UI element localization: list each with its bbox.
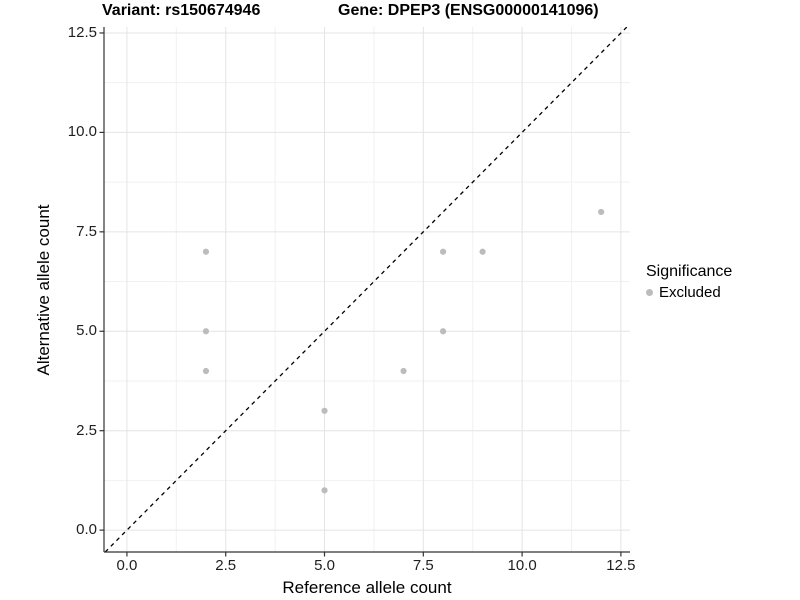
data-point [479,248,486,255]
data-point [400,367,407,375]
legend-entry-label: Excluded [659,284,721,301]
y-tick-label: 5.0 [76,322,97,340]
data-point [321,487,328,494]
data-point [598,208,605,216]
plot-title-variant: Variant: rs150674946 [102,2,261,19]
x-axis-title: Reference allele count [282,578,452,597]
data-point [202,367,210,375]
y-tick-label: 7.5 [76,222,97,240]
data-point [321,407,328,414]
legend: Significance Excluded [646,263,732,301]
x-tick-label: 5.0 [314,557,335,574]
x-tick-label: 0.0 [116,557,138,574]
data-point [202,248,210,255]
x-tick-label: 12.5 [606,557,636,574]
identity-reference-line [104,27,628,552]
x-tick-label: 2.5 [215,557,237,574]
y-tick-label: 12.5 [67,23,97,41]
y-tick-label: 10.0 [67,123,97,141]
legend-title: Significance [646,263,733,280]
data-point [439,248,447,255]
legend-key-dot-icon [646,289,653,296]
plot-title-gene: Gene: DPEP3 (ENSG00000141096) [338,2,599,19]
legend-entries: Excluded [646,284,732,301]
data-point [202,328,210,335]
x-tick-label: 7.5 [412,557,434,574]
x-tick-label: 10.0 [507,557,537,574]
y-axis-title: Alternative allele count [34,204,53,376]
y-tick-label: 0.0 [76,521,97,539]
data-point [439,328,447,335]
legend-entry: Excluded [646,284,732,301]
y-tick-label: 2.5 [76,421,97,439]
